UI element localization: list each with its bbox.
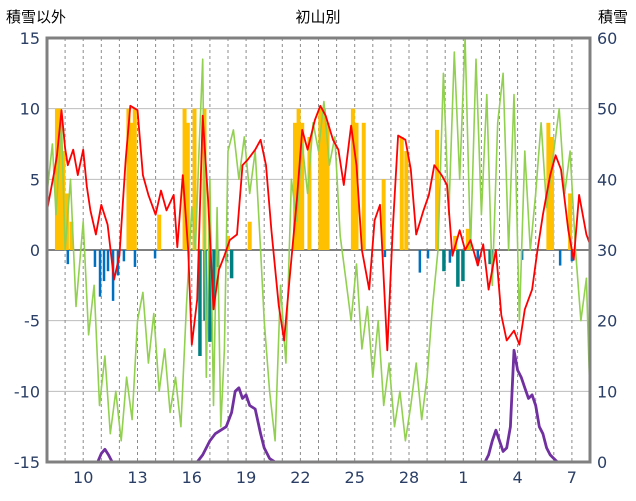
right-axis-title: 積雪 — [597, 8, 628, 26]
svg-text:22: 22 — [290, 468, 310, 487]
svg-text:5: 5 — [30, 170, 40, 189]
svg-text:16: 16 — [182, 468, 202, 487]
svg-text:-5: -5 — [24, 312, 40, 331]
svg-text:30: 30 — [597, 241, 617, 260]
right-axis-tick-labels: 60 50 40 30 20 10 0 — [597, 29, 617, 472]
green-line-series — [46, 37, 591, 442]
svg-text:15: 15 — [20, 29, 40, 48]
svg-text:0: 0 — [30, 241, 40, 260]
svg-text:13: 13 — [127, 468, 147, 487]
left-axis-title: 積雪以外 — [6, 8, 67, 26]
svg-text:4: 4 — [513, 468, 523, 487]
svg-text:0: 0 — [597, 453, 607, 472]
svg-text:60: 60 — [597, 29, 617, 48]
svg-text:19: 19 — [236, 468, 256, 487]
plot-border — [45, 36, 592, 464]
page-title: 初山別 — [295, 8, 341, 26]
svg-text:28: 28 — [399, 468, 419, 487]
svg-text:-10: -10 — [14, 382, 40, 401]
svg-text:25: 25 — [345, 468, 365, 487]
svg-text:50: 50 — [597, 100, 617, 119]
svg-text:10: 10 — [73, 468, 93, 487]
svg-text:7: 7 — [567, 468, 577, 487]
left-axis-tick-labels: 15 10 5 0 -5 -10 -15 — [14, 29, 40, 472]
svg-text:40: 40 — [597, 170, 617, 189]
svg-text:-15: -15 — [14, 453, 40, 472]
svg-text:20: 20 — [597, 312, 617, 331]
temperature-line-series — [46, 104, 591, 352]
svg-text:1: 1 — [458, 468, 468, 487]
svg-text:10: 10 — [597, 382, 617, 401]
teal-bars-series — [198, 250, 492, 356]
svg-text:10: 10 — [20, 100, 40, 119]
x-axis-tick-labels: 10 13 16 19 22 25 28 1 4 7 — [73, 468, 577, 487]
